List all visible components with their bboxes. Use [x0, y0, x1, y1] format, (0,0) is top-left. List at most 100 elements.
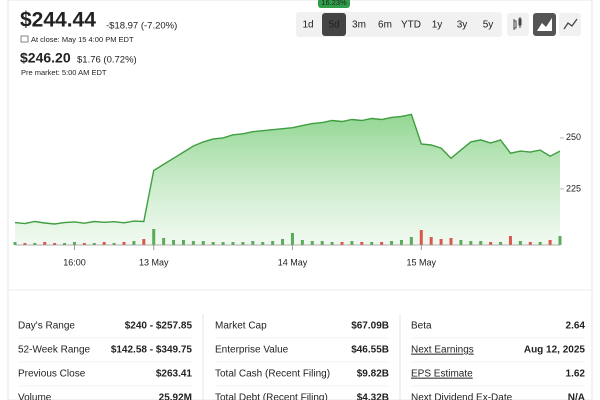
volume-bar [201, 241, 205, 245]
volume-bar [92, 243, 96, 245]
range-button[interactable]: 5y [483, 20, 494, 31]
stat-label: Volume [18, 393, 52, 400]
candle-button[interactable] [507, 13, 529, 36]
price-change: -$18.97 (-7.20%) [106, 21, 177, 32]
volume-bar [221, 242, 225, 245]
volume-bar [528, 242, 532, 245]
pre-note: Pre market: 5:00 AM EDT [21, 68, 107, 77]
stat-value: Aug 12, 2025 [524, 345, 586, 356]
x-tick-label: 16:00 [63, 257, 86, 267]
volume-bar [489, 242, 493, 245]
candle-icon [513, 17, 522, 30]
price: $244.44 [20, 9, 96, 32]
x-tick-label: 15 May [407, 257, 437, 267]
volume-bar [350, 241, 354, 245]
stat-value: 2.64 [566, 321, 586, 332]
range-button[interactable]: YTD [401, 20, 421, 31]
stat-value: $67.09B [351, 321, 389, 332]
volume-bar [499, 242, 503, 245]
volume-bar [122, 242, 126, 245]
volume-bar [449, 238, 453, 245]
price-line [14, 113, 561, 225]
volume-bar [370, 242, 374, 245]
volume-bar [409, 237, 413, 245]
volume-bar [251, 241, 255, 245]
volume-bar [518, 241, 522, 245]
area-icon [537, 18, 552, 31]
stat-value: $240 - $257.85 [125, 321, 193, 332]
area-button[interactable] [533, 13, 556, 36]
volume-bar [469, 241, 473, 245]
range-change: 16.23% [321, 0, 347, 7]
range-change-badge [318, 0, 350, 8]
stat-value: 1.62 [566, 369, 586, 380]
stat-label: 52-Week Range [18, 345, 91, 356]
stat-label: Total Cash (Recent Filing) [215, 369, 330, 380]
stat-value: 25.92M [159, 393, 192, 400]
volume-bar [33, 243, 37, 245]
volume-bar [43, 242, 47, 245]
range-button[interactable]: 1y [432, 20, 443, 31]
volume-bar [399, 240, 403, 245]
stat-value: $9.82B [357, 369, 389, 380]
volume-bar [479, 241, 483, 245]
volume-bar [172, 240, 176, 245]
stat-label: Next Dividend Ex-Date [411, 393, 513, 400]
stat-label: Market Cap [215, 321, 267, 332]
volume-bar [439, 239, 443, 245]
volume-bar [558, 236, 562, 245]
volume-bar [102, 242, 106, 245]
stat-label: Enterprise Value [215, 345, 289, 356]
volume-bar [23, 243, 27, 245]
range-button[interactable]: 1d [302, 20, 313, 31]
volume-bar [340, 242, 344, 245]
line-icon [563, 18, 578, 30]
pre-change: $1.76 (0.72%) [77, 55, 137, 66]
range-button[interactable]: 3m [352, 20, 366, 31]
volume-bar [13, 242, 17, 245]
stat-label: Total Debt (Recent Filing) [215, 393, 328, 400]
volume-bar [419, 230, 423, 245]
volume-bar [112, 243, 116, 245]
volume-bar [271, 241, 275, 245]
volume-bar [261, 242, 265, 245]
volume-bar [538, 242, 542, 245]
volume-bar [142, 239, 146, 245]
stat-label: Day's Range [18, 321, 75, 332]
y-tick-label: 250 [566, 132, 581, 142]
volume-bar [300, 240, 304, 245]
x-tick-label: 14 May [278, 257, 308, 267]
stat-label: Previous Close [18, 369, 86, 380]
volume-bar [548, 240, 552, 245]
volume-bar [310, 241, 314, 245]
volume-bar [290, 233, 294, 245]
stat-value: $4.32B [357, 393, 389, 400]
stat-label: Beta [411, 321, 432, 332]
stat-link[interactable]: EPS Estimate [411, 369, 473, 380]
volume-bar [508, 236, 512, 245]
range-bar [296, 12, 502, 37]
chart-type-icons [507, 13, 581, 36]
volume-bar [380, 242, 384, 245]
volume-bar [53, 243, 57, 245]
volume-bar [211, 242, 215, 245]
volume-bar [320, 241, 324, 245]
volume-bar [162, 238, 166, 245]
volume-bar [241, 242, 245, 245]
range-button[interactable]: 3y [457, 20, 468, 31]
volume-bar [181, 240, 185, 245]
volume-bar [63, 243, 67, 245]
volume-bar [72, 242, 76, 245]
x-tick-label: 13 May [139, 257, 169, 267]
range-button[interactable]: 6m [378, 20, 392, 31]
volume-bar [191, 241, 195, 245]
volume-bar [360, 242, 364, 245]
stat-value: $263.41 [156, 369, 193, 380]
volume-bar [429, 237, 433, 245]
pre-price: $246.20 [20, 50, 71, 66]
range-button-selected[interactable] [322, 13, 346, 36]
stat-link[interactable]: Next Earnings [411, 345, 474, 356]
range-button[interactable]: 5d [328, 20, 339, 31]
volume-bar [459, 240, 463, 245]
